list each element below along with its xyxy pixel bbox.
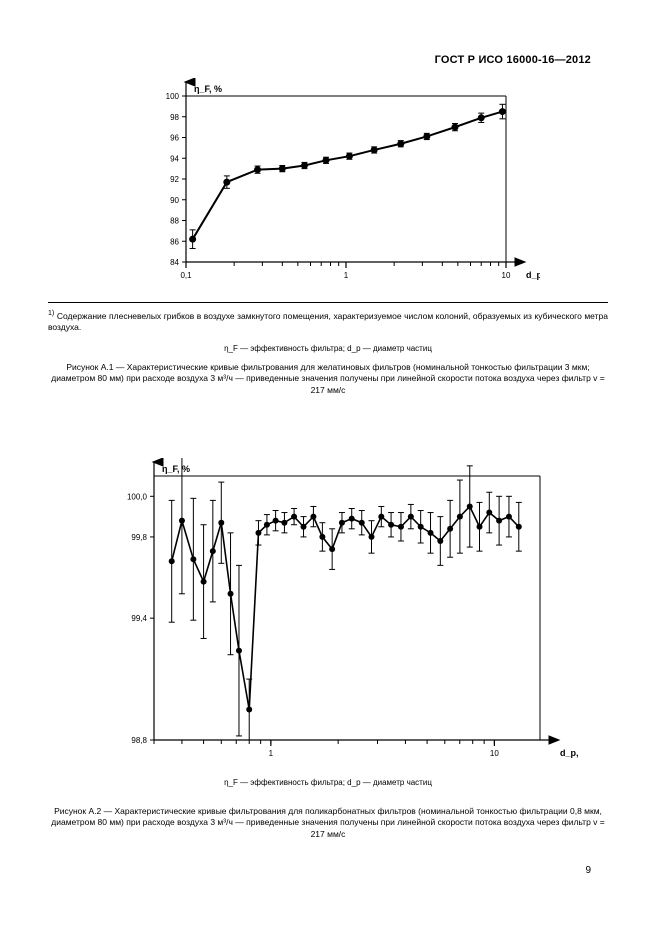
svg-text:100,0: 100,0 (127, 492, 148, 501)
svg-text:88: 88 (170, 217, 179, 226)
page: ГОСТ Р ИСО 16000-16—2012 84 86 88 90 92 94 96 9… (0, 0, 661, 936)
svg-text:10: 10 (490, 749, 499, 758)
svg-text:1: 1 (269, 749, 274, 758)
figure-a2-caption: Рисунок А.2 — Характеристические кривые … (48, 806, 608, 840)
figure-a2-chart: 98,8 99,4 99,8 100,0 1 10 η_F, % d_p, мкм (100, 458, 580, 768)
svg-text:84: 84 (170, 258, 179, 267)
svg-text:10: 10 (502, 271, 511, 280)
svg-text:94: 94 (170, 154, 179, 163)
svg-text:100: 100 (166, 92, 180, 101)
footnote-marker: 1) (48, 309, 54, 317)
svg-text:d_p, мкм: d_p, мкм (560, 748, 580, 758)
svg-text:98: 98 (170, 113, 179, 122)
figure-a1-legend: η_F — эффективность фильтра; d_p — диаме… (48, 344, 608, 353)
svg-text:d_p, мкм: d_p, мкм (526, 270, 540, 280)
svg-text:η_F, %: η_F, % (162, 464, 190, 474)
svg-text:99,8: 99,8 (131, 533, 147, 542)
footnote-text: Содержание плесневелых грибков в воздухе… (48, 311, 608, 332)
svg-text:η_F, %: η_F, % (194, 84, 222, 94)
figure-a1-caption-prefix: Рисунок А.1 — (66, 362, 126, 372)
figure-a1-caption: Рисунок А.1 — Характеристические кривые … (48, 362, 608, 396)
svg-text:96: 96 (170, 134, 179, 143)
figure-a2-caption-prefix: Рисунок А.2 — (54, 806, 114, 816)
svg-text:86: 86 (170, 237, 179, 246)
footnote: 1) Содержание плесневелых грибков в возд… (48, 302, 608, 334)
svg-text:98,8: 98,8 (131, 736, 147, 745)
svg-text:90: 90 (170, 196, 179, 205)
figure-a1-chart: 84 86 88 90 92 94 96 98 100 0,1 1 10 η_F, % d_p, мкм (140, 78, 540, 288)
page-number: 9 (585, 865, 591, 876)
svg-text:99,4: 99,4 (131, 614, 147, 623)
svg-text:1: 1 (344, 271, 349, 280)
figure-a2-legend: η_F — эффективность фильтра; d_p — диаме… (48, 778, 608, 787)
figure-a1-caption-text: Характеристические кривые фильтрования д… (51, 362, 604, 395)
figure-a2-caption-text: Характеристические кривые фильтрования д… (51, 806, 604, 839)
standard-code: ГОСТ Р ИСО 16000-16—2012 (435, 54, 591, 66)
svg-text:0,1: 0,1 (180, 271, 192, 280)
svg-text:92: 92 (170, 175, 179, 184)
